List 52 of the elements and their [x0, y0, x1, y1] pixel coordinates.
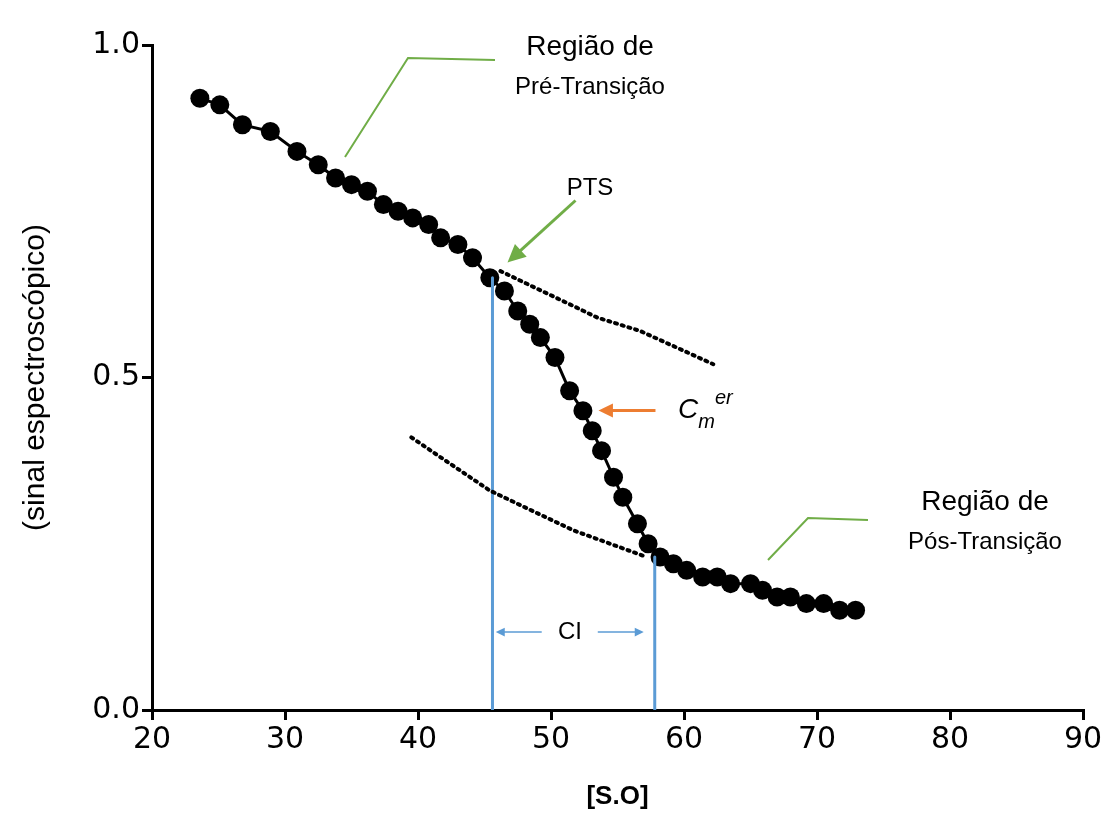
point: [190, 88, 210, 108]
point: [448, 235, 468, 254]
point: [357, 181, 377, 201]
point: [530, 328, 550, 348]
point: [431, 228, 451, 248]
point: [752, 580, 772, 600]
y-axis-title: (sinal espectroscópico): [17, 224, 51, 531]
y-tick-label: 0.5: [92, 357, 140, 393]
x-tick-label: 30: [265, 719, 305, 755]
point: [342, 175, 361, 195]
point: [796, 594, 816, 614]
point: [638, 534, 658, 554]
point: [308, 155, 328, 175]
point: [780, 587, 800, 607]
point: [494, 281, 514, 301]
point: [520, 314, 540, 334]
point: [326, 168, 346, 188]
annotation: Região de Pós-Transição: [908, 484, 1062, 554]
point: [388, 201, 408, 221]
x-tick-label: 40: [398, 719, 438, 755]
annotation: Região de Pré-Transição: [515, 29, 665, 99]
point: [814, 594, 834, 614]
annotation: PTS: [566, 172, 614, 200]
point: [403, 208, 423, 228]
x-tick-label: 50: [531, 719, 571, 755]
point: [604, 467, 624, 487]
point: [560, 381, 580, 401]
point: [613, 487, 633, 507]
point: [232, 115, 252, 135]
annotation: CI: [558, 616, 582, 644]
point: [287, 141, 307, 161]
point: [373, 195, 393, 215]
x-tick-label: 80: [930, 719, 970, 755]
point: [582, 421, 602, 441]
x-tick-label: 60: [664, 719, 704, 755]
point: [721, 574, 741, 594]
x-axis-title: [S.O]: [586, 779, 649, 810]
point: [677, 560, 697, 580]
point: [627, 514, 647, 534]
point: [573, 401, 593, 421]
y-tick-label: 1.0: [92, 24, 140, 60]
x-tick-label: 90: [1063, 719, 1103, 755]
point: [545, 348, 565, 368]
point: [463, 248, 483, 268]
point: [419, 215, 439, 235]
point: [846, 600, 866, 620]
point: [592, 441, 612, 461]
point: [508, 301, 528, 321]
point: [210, 95, 230, 115]
point: [830, 600, 850, 620]
point: [260, 121, 280, 141]
x-tick-label: 70: [797, 719, 837, 755]
